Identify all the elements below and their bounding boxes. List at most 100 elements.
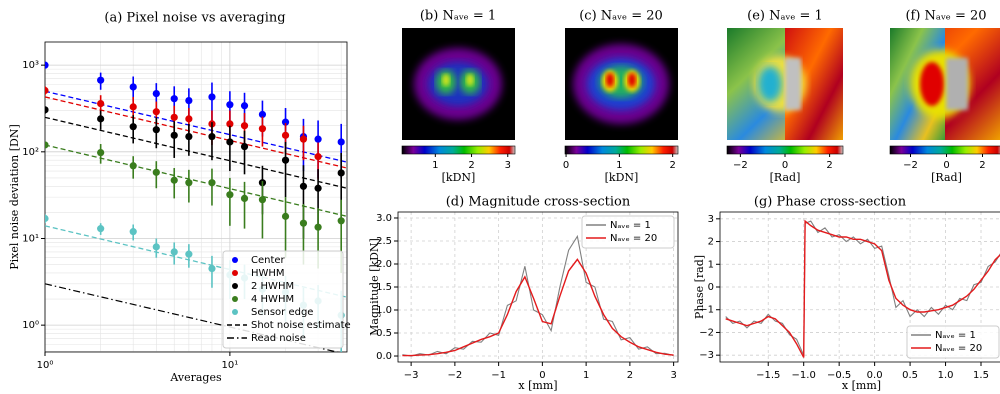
colorbar-label: [Rad] [931,171,962,184]
data-point [314,136,321,143]
data-point [314,185,321,192]
page: (a) Pixel noise vs averaging Averages Pixe… [0,0,1000,394]
panel-title: (b) Nₐᵥₑ = 1 [420,9,496,24]
y-tick-label: 10³ [22,60,39,71]
data-point [300,183,307,190]
chart-title: (d) Magnitude cross-section [446,195,631,210]
data-point [300,220,307,227]
x-axis-label: Averages [169,371,222,384]
data-point [241,122,248,129]
chart-title: (a) Pixel noise vs averaging [104,11,285,26]
x-tick-label: 2 [627,370,633,381]
y-tick-label: 1 [708,259,714,270]
x-axis-label: x [mm] [518,379,557,392]
data-point [130,123,137,130]
colorbar-label: [kDN] [442,171,476,184]
x-tick-label: 1.5 [973,370,989,381]
data-point [226,191,233,198]
data-point [41,215,48,222]
colorbar [727,146,843,154]
data-point [130,83,137,90]
data-point [171,95,178,102]
panel-title: (e) Nₐᵥₑ = 1 [747,9,823,24]
colorbar-label: [Rad] [770,171,801,184]
colorbar [565,146,678,154]
legend-label: Read noise [251,333,306,344]
data-point [241,102,248,109]
colorbar-tick-label: 0 [563,160,569,171]
data-point [153,108,160,115]
data-point [97,149,104,156]
data-point [130,228,137,235]
y-tick-label: 10¹ [22,233,39,244]
data-point [41,87,48,94]
data-point [208,265,215,272]
colorbar-tick-label: −2 [733,160,748,171]
x-tick-label: −3 [404,370,419,381]
legend-marker [232,296,238,302]
x-tick-label: −0.5 [827,370,851,381]
data-point [241,143,248,150]
data-point [185,115,192,122]
figure: (a) Pixel noise vs averaging Averages Pixe… [0,0,1000,394]
y-axis-label: Pixel noise deviation [DN] [8,124,21,270]
data-point [41,106,48,113]
data-point [171,248,178,255]
x-tick-label: 0.0 [867,370,883,381]
y-tick-label: −1 [699,305,714,316]
y-tick-label: 2 [708,237,714,248]
y-tick-label: 3.0 [376,213,392,224]
y-tick-label: 0 [708,282,714,293]
data-point [314,224,321,231]
data-point [314,153,321,160]
data-point [338,138,345,145]
data-point [185,251,192,258]
fit-line [45,97,347,168]
data-point [208,133,215,140]
y-tick-label: 2.5 [376,236,392,247]
image-e [727,28,843,140]
legend-label: Center [251,255,286,266]
legend-label: Nₐᵥₑ = 20 [610,233,657,244]
data-point [259,196,266,203]
legend-marker [232,283,238,289]
data-point [282,213,289,220]
y-tick-label: 0.5 [376,328,392,339]
colorbar-tick-label: 0 [943,160,949,171]
data-point [300,136,307,143]
image-b [402,28,515,140]
y-tick-label: 1.5 [376,282,392,293]
colorbar-tick-label: −2 [903,160,918,171]
x-tick-label: −1 [491,370,506,381]
data-point [97,100,104,107]
data-point [153,243,160,250]
y-tick-label: −2 [699,327,714,338]
data-point [97,77,104,84]
x-tick-label: 0.5 [902,370,918,381]
legend-marker [232,270,238,276]
x-tick-label: 10⁰ [37,360,54,371]
data-point [130,162,137,169]
data-point [97,115,104,122]
data-point [241,195,248,202]
chart-title: (g) Phase cross-section [754,195,907,210]
data-point [226,138,233,145]
legend-label: Sensor edge [251,307,313,318]
y-tick-label: 3 [708,214,714,225]
colorbar-tick-label: 2 [669,160,675,171]
colorbar-tick-label: 1 [616,160,622,171]
panel-title: (c) Nₐᵥₑ = 20 [579,9,663,24]
colorbar-tick-label: 2 [979,160,985,171]
data-point [171,177,178,184]
data-point [185,97,192,104]
fit-line [45,117,347,188]
panel-title: (f) Nₐᵥₑ = 20 [905,9,986,24]
x-tick-label: 1 [583,370,589,381]
colorbar-tick-label: 0 [782,160,788,171]
x-tick-label: 10¹ [222,360,239,371]
x-tick-label: −1.5 [756,370,780,381]
data-point [153,126,160,133]
legend-label: Nₐᵥₑ = 1 [935,330,976,341]
data-point [208,93,215,100]
y-tick-label: 10² [22,147,39,158]
